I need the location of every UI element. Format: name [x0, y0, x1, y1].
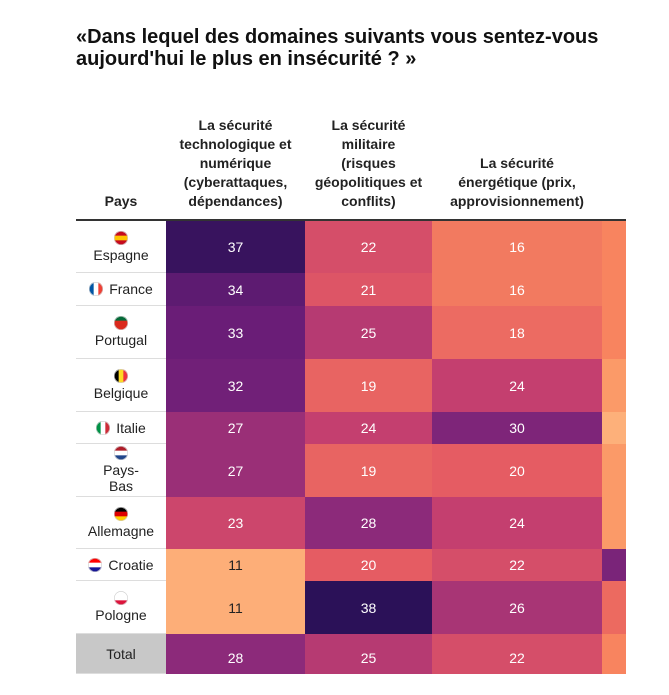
heat-cell: 16: [432, 221, 602, 273]
clipped-cell: [602, 581, 626, 634]
heat-cell: 27: [166, 444, 305, 497]
country-cell: Croatie: [76, 549, 166, 581]
heat-cell: 34: [166, 273, 305, 306]
country-cell: Portugal: [76, 306, 166, 359]
flag: [114, 369, 128, 383]
country-name: Allemagne: [87, 522, 155, 539]
heat-cell: 28: [166, 634, 305, 674]
country-name: Portugal: [94, 332, 148, 348]
clipped-cell: [602, 412, 626, 444]
country-name: Belgique: [93, 385, 149, 401]
clipped-cell: [602, 549, 626, 581]
country-cell: Espagne: [76, 221, 166, 273]
heat-cell: 33: [166, 306, 305, 359]
heat-cell: 32: [166, 359, 305, 412]
heat-cell: 19: [305, 444, 432, 497]
heat-cell: 19: [305, 359, 432, 412]
column-header: La sécurité militaire (risques géopoliti…: [314, 117, 423, 209]
heat-cell: 26: [432, 581, 602, 634]
clipped-cell: [602, 221, 626, 273]
clipped-cell: [602, 497, 626, 549]
heat-cell: 11: [166, 549, 305, 581]
country-name: Total: [106, 645, 136, 662]
heat-cell: 25: [305, 306, 432, 359]
heat-cell: 23: [166, 497, 305, 549]
country-name: Pays-Bas: [103, 462, 139, 494]
heat-cell: 22: [305, 221, 432, 273]
clipped-cell: [602, 359, 626, 412]
flag: [89, 282, 104, 296]
heatmap-table: Pays La sécurité technologique et numériq…: [76, 95, 626, 695]
heat-cell: 11: [166, 581, 305, 634]
country-name: Croatie: [108, 556, 154, 573]
flag: [114, 591, 128, 605]
clipped-cell: [602, 444, 626, 497]
heat-cell: 18: [432, 306, 602, 359]
flag: [114, 506, 128, 521]
flag: [114, 446, 128, 460]
country-cell: Italie: [76, 412, 166, 444]
heat-cell: 20: [432, 444, 602, 497]
flag: [88, 557, 103, 572]
page: «Dans lequel des domaines suivants vous …: [76, 26, 626, 674]
flag: [96, 420, 111, 435]
country-name: Pologne: [95, 607, 147, 623]
column-header: La sécurité technologique et numérique (…: [179, 117, 292, 209]
clipped-cell: [602, 306, 626, 359]
heat-cell: 37: [166, 221, 305, 273]
heat-cell: 28: [305, 497, 432, 549]
heat-cell: 24: [432, 497, 602, 549]
clipped-cell: [602, 273, 626, 306]
heat-cell: 25: [305, 634, 432, 674]
heat-cell: 22: [432, 549, 602, 581]
country-name: Italie: [116, 419, 146, 436]
heat-cell: 16: [432, 273, 602, 306]
column-header: Pays: [104, 193, 138, 209]
country-cell: Belgique: [76, 359, 166, 412]
heat-cell: 24: [305, 412, 432, 444]
heat-cell: 24: [432, 359, 602, 412]
country-cell: Total: [76, 634, 166, 674]
country-cell: France: [76, 273, 166, 306]
country-name: Espagne: [93, 246, 149, 263]
country-cell: Pologne: [76, 581, 166, 634]
heat-cell: 21: [305, 273, 432, 306]
header-rule: [76, 219, 626, 221]
heat-cell: 38: [305, 581, 432, 634]
country-cell: Pays-Bas: [76, 444, 166, 497]
heat-cell: 30: [432, 412, 602, 444]
heat-cell: 22: [432, 634, 602, 674]
clipped-cell: [602, 634, 626, 674]
title: «Dans lequel des domaines suivants vous …: [76, 26, 599, 70]
flag: [114, 230, 128, 245]
column-header: La sécurité énergétique (prix, approvisi…: [450, 155, 584, 209]
flag: [114, 316, 128, 330]
heat-cell: 20: [305, 549, 432, 581]
country-name: France: [109, 281, 153, 297]
country-cell: Allemagne: [76, 497, 166, 549]
heat-cell: 27: [166, 412, 305, 444]
